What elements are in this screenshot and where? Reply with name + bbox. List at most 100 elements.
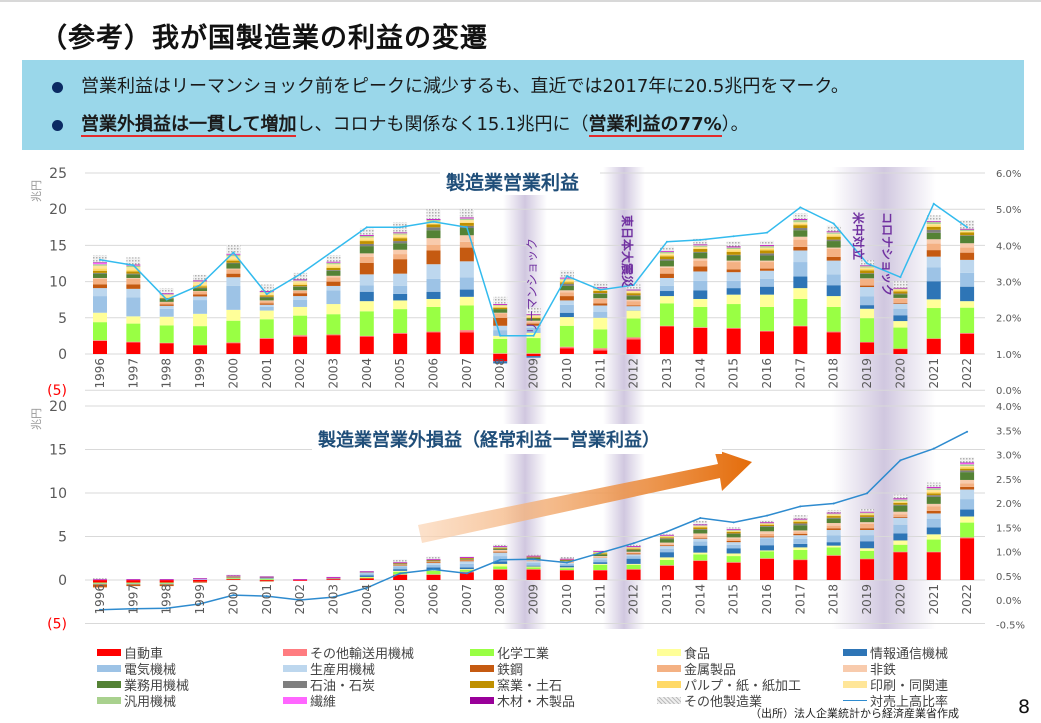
bar-segment: [126, 323, 141, 342]
event-label-covid: コロナショック: [880, 212, 894, 296]
bar-segment: [760, 558, 774, 580]
bar-segment: [393, 563, 408, 565]
bar-segment: [693, 244, 708, 246]
ratio-point: [599, 288, 602, 291]
bar-segment: [926, 551, 941, 553]
bar-segment: [926, 506, 941, 511]
bar-segment: [259, 303, 274, 305]
bar-segment: [426, 559, 441, 561]
x-tick-label: 2021: [927, 358, 941, 389]
bar-segment: [226, 343, 241, 354]
event-label-lehman: リーマンショック: [525, 238, 539, 334]
bar-segment: [93, 579, 107, 581]
bar-segment: [193, 286, 208, 288]
bar-segment: [493, 335, 508, 339]
bar-segment: [326, 270, 341, 271]
bar-segment: [326, 304, 341, 315]
bar-segment: [659, 545, 674, 547]
bar-segment: [526, 569, 541, 580]
bar-segment: [526, 557, 541, 558]
bar-segment: [893, 540, 908, 545]
bar-segment: [793, 325, 808, 327]
y-tick-label: 15: [49, 238, 67, 254]
bar-segment: [493, 306, 508, 308]
ratio-point: [399, 572, 402, 575]
event-label-uschina: 米中対立: [851, 212, 866, 260]
y2-tick-label: 5.0%: [996, 205, 1021, 216]
bar-segment: [826, 239, 841, 242]
bar-segment: [793, 549, 808, 560]
bar-segment: [526, 338, 541, 354]
bar-segment: [526, 325, 541, 328]
bar-segment: [726, 269, 741, 273]
bar-segment: [426, 574, 441, 580]
bar-segment: [626, 553, 641, 555]
bar-segment: [559, 277, 574, 279]
legend-swatch-icon: [470, 665, 494, 672]
bar-segment: [493, 548, 508, 550]
bar-segment: [726, 529, 741, 531]
bar-segment: [493, 569, 508, 570]
bar-segment: [960, 243, 975, 248]
bar-segment: [159, 293, 174, 294]
bar-segment: [293, 296, 308, 300]
bar-segment: [159, 304, 174, 306]
bar-segment: [193, 291, 208, 292]
bar-segment: [860, 541, 875, 549]
bar-segment: [126, 270, 141, 272]
bar-segment: [193, 281, 208, 285]
ratio-point: [332, 596, 335, 599]
bar-segment: [693, 524, 708, 525]
bar-segment: [860, 550, 875, 559]
bar-segment: [426, 332, 441, 354]
ratio-point: [766, 231, 768, 234]
bar-segment: [226, 268, 241, 270]
bars: [93, 208, 975, 588]
legend-item: 石油・石炭: [283, 675, 375, 694]
bar-segment: [726, 294, 741, 305]
bar-segment: [693, 298, 708, 307]
bar-segment: [826, 525, 841, 529]
bar-segment: [159, 293, 174, 295]
bar-segment: [726, 544, 741, 549]
bar-segment: [626, 546, 641, 548]
bar-segment: [626, 293, 641, 296]
bar-segment: [960, 457, 975, 463]
bar-segment: [593, 312, 608, 318]
bar-segment: [259, 338, 274, 339]
bar-segment: [793, 219, 808, 221]
bar-segment: [393, 309, 408, 334]
bar-segment: [760, 523, 774, 525]
bar-segment: [293, 279, 308, 281]
bar-segment: [760, 331, 774, 354]
bar-segment: [826, 274, 841, 286]
bar-segment: [193, 313, 208, 327]
y-tick-label: 25: [49, 166, 67, 182]
bar-segment: [293, 279, 308, 281]
bar-segment: [860, 342, 875, 343]
bar-segment: [860, 516, 875, 518]
bar-segment: [559, 558, 574, 560]
legend-swatch-icon: [657, 697, 681, 704]
bar-segment: [726, 556, 741, 563]
x-tick-label: 2008: [493, 584, 507, 615]
bar-segment: [326, 262, 341, 265]
bar-segment: [693, 258, 708, 261]
bar-segment: [426, 223, 441, 225]
bar-segment: [93, 322, 107, 341]
bar-segment: [726, 553, 741, 557]
y-tick-label: 0: [58, 347, 67, 363]
bar-segment: [526, 322, 541, 324]
legend-item: 汎用機械: [97, 691, 176, 710]
bar-segment: [226, 277, 241, 286]
bar-segment: [493, 563, 508, 567]
x-tick-label: 2019: [860, 358, 874, 389]
bar-segment: [459, 330, 474, 333]
bar-segment: [926, 489, 941, 492]
top-chart-title: 製造業営業利益: [445, 171, 579, 194]
event-band: [832, 167, 936, 629]
bar-segment: [760, 558, 774, 559]
y-tick-label: (5): [47, 617, 67, 633]
bar-segment: [159, 316, 174, 326]
